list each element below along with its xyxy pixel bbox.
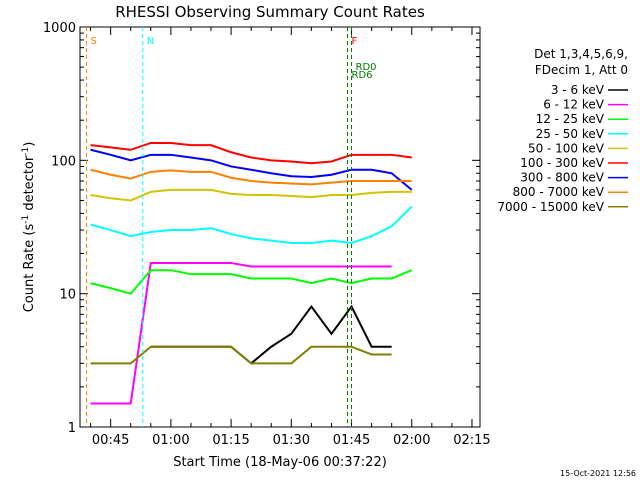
y-axis-label: Count Rate (s-1 detector-1) (21, 142, 37, 313)
legend-header-line-1: Det 1,3,4,5,6,9, (534, 47, 628, 61)
series-line (90, 188, 412, 202)
y-axis-label-main: Count Rate (s (22, 224, 37, 313)
x-tick-label: 02:15 (453, 433, 490, 448)
series-line (90, 141, 412, 165)
y-axis-label-sup1: -1 (21, 215, 31, 224)
y-axis-label-end: ) (22, 142, 37, 147)
legend-entry-label: 6 - 12 keV (543, 98, 605, 112)
legend-entry-label: 25 - 50 keV (536, 127, 605, 141)
series-line (90, 148, 413, 191)
x-tick-label: 02:00 (393, 433, 430, 448)
series-line (90, 269, 413, 295)
y-tick-label: 100 (51, 154, 76, 169)
legend-entry-label: 800 - 7000 keV (513, 185, 605, 199)
legend: Det 1,3,4,5,6,9, FDecim 1, Att 0 3 - 6 k… (497, 47, 628, 214)
legend-entry-label: 50 - 100 keV (528, 141, 605, 155)
annotation-label: F (352, 36, 358, 47)
series-line (90, 168, 412, 186)
x-tick-label: 00:45 (92, 433, 129, 448)
y-axis-label-sup2: -1 (21, 147, 31, 156)
legend-entry-label: 3 - 6 keV (551, 83, 605, 97)
x-tick-label: 01:30 (273, 433, 310, 448)
annotation-label: RD6 (352, 70, 373, 81)
y-axis-label-mid: detector (22, 155, 37, 215)
legend-entry-label: 12 - 25 keV (536, 112, 605, 126)
y-tick-label: 10 (59, 288, 76, 303)
y-tick-label: 1 (68, 421, 76, 436)
x-axis-label: Start Time (18-May-06 00:37:22) (173, 455, 387, 470)
x-tick-label: 01:00 (152, 433, 189, 448)
series-line (90, 261, 392, 405)
y-tick-label: 1000 (43, 21, 76, 36)
annotation-label: N (147, 36, 154, 47)
annotation-label: S (91, 36, 97, 47)
series-line (90, 345, 392, 365)
x-tick-label: 01:15 (212, 433, 249, 448)
footer-timestamp: 15-Oct-2021 12:56 (560, 469, 636, 478)
legend-header-line-2: FDecim 1, Att 0 (535, 63, 628, 77)
series-line (90, 205, 413, 244)
legend-entry-label: 7000 - 15000 keV (497, 200, 604, 214)
annotation-label: RD0 (356, 62, 377, 73)
chart-title: RHESSI Observing Summary Count Rates (115, 3, 425, 21)
legend-entry-label: 100 - 300 keV (520, 156, 604, 170)
x-tick-label: 01:45 (333, 433, 370, 448)
plot-frame (79, 26, 481, 428)
legend-entry-label: 300 - 800 keV (520, 171, 604, 185)
